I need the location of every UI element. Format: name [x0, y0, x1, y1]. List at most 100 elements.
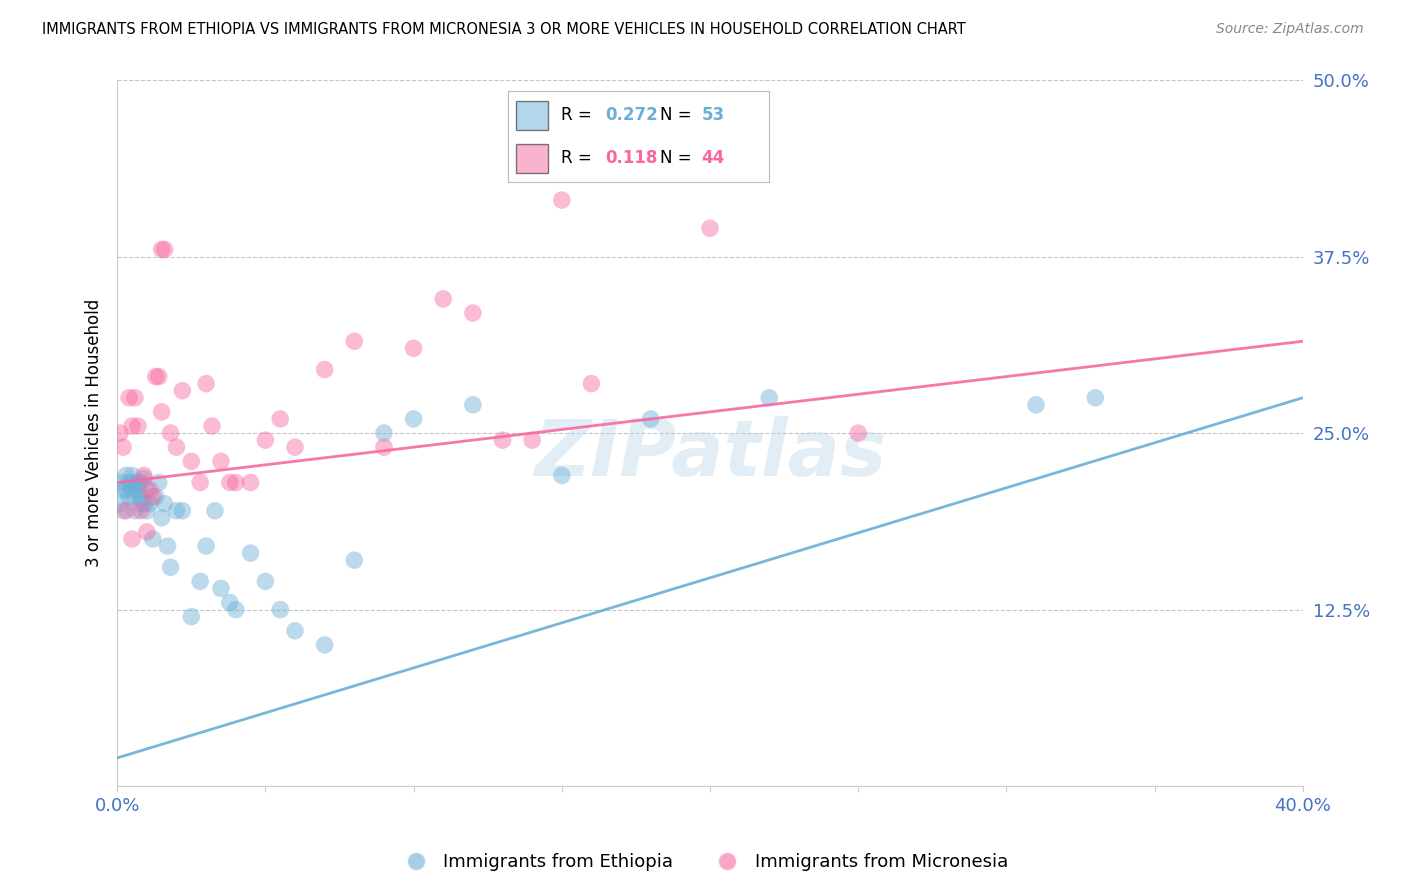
- Point: [150, 510, 173, 524]
- Point: [209, 454, 232, 468]
- Point: [846, 425, 869, 440]
- Point: [551, 468, 574, 483]
- Point: [156, 539, 179, 553]
- Point: [142, 532, 165, 546]
- Point: [153, 497, 176, 511]
- Point: [180, 609, 202, 624]
- Point: [699, 221, 721, 235]
- Point: [121, 419, 143, 434]
- Point: [121, 483, 143, 497]
- Point: [314, 638, 336, 652]
- Point: [148, 369, 170, 384]
- Point: [172, 384, 194, 398]
- Point: [225, 475, 247, 490]
- Point: [254, 433, 277, 447]
- Point: [145, 490, 167, 504]
- Point: [150, 405, 173, 419]
- Point: [402, 341, 425, 355]
- Point: [195, 376, 218, 391]
- Point: [142, 490, 165, 504]
- Point: [129, 497, 152, 511]
- Point: [148, 475, 170, 490]
- Point: [112, 504, 135, 518]
- Point: [373, 425, 395, 440]
- Text: ZIPatlas: ZIPatlas: [534, 417, 886, 492]
- Point: [132, 497, 155, 511]
- Y-axis label: 3 or more Vehicles in Household: 3 or more Vehicles in Household: [86, 299, 103, 567]
- Point: [135, 483, 157, 497]
- Point: [461, 306, 484, 320]
- Point: [139, 497, 162, 511]
- Point: [115, 504, 138, 518]
- Point: [581, 376, 603, 391]
- Point: [239, 546, 262, 560]
- Text: Source: ZipAtlas.com: Source: ZipAtlas.com: [1216, 22, 1364, 37]
- Point: [432, 292, 454, 306]
- Legend: Immigrants from Ethiopia, Immigrants from Micronesia: Immigrants from Ethiopia, Immigrants fro…: [391, 847, 1015, 879]
- Point: [640, 412, 662, 426]
- Text: IMMIGRANTS FROM ETHIOPIA VS IMMIGRANTS FROM MICRONESIA 3 OR MORE VEHICLES IN HOU: IMMIGRANTS FROM ETHIOPIA VS IMMIGRANTS F…: [42, 22, 966, 37]
- Point: [159, 560, 181, 574]
- Point: [121, 475, 143, 490]
- Point: [373, 440, 395, 454]
- Point: [1025, 398, 1047, 412]
- Point: [121, 532, 143, 546]
- Point: [218, 475, 240, 490]
- Point: [239, 475, 262, 490]
- Point: [108, 497, 131, 511]
- Point: [343, 553, 366, 567]
- Point: [115, 483, 138, 497]
- Point: [209, 582, 232, 596]
- Point: [121, 468, 143, 483]
- Point: [129, 504, 152, 518]
- Point: [108, 425, 131, 440]
- Point: [284, 440, 307, 454]
- Point: [172, 504, 194, 518]
- Point: [124, 504, 146, 518]
- Point: [124, 490, 146, 504]
- Point: [132, 468, 155, 483]
- Point: [127, 419, 149, 434]
- Point: [188, 475, 211, 490]
- Point: [225, 602, 247, 616]
- Point: [254, 574, 277, 589]
- Point: [188, 574, 211, 589]
- Point: [491, 433, 513, 447]
- Point: [108, 475, 131, 490]
- Point: [758, 391, 780, 405]
- Point: [135, 504, 157, 518]
- Point: [139, 483, 162, 497]
- Point: [343, 334, 366, 349]
- Point: [201, 419, 224, 434]
- Point: [132, 471, 155, 485]
- Point: [204, 504, 226, 518]
- Point: [129, 490, 152, 504]
- Point: [127, 483, 149, 497]
- Point: [314, 362, 336, 376]
- Point: [195, 539, 218, 553]
- Point: [145, 369, 167, 384]
- Point: [269, 412, 291, 426]
- Point: [112, 440, 135, 454]
- Point: [118, 475, 141, 490]
- Point: [166, 504, 188, 518]
- Point: [218, 595, 240, 609]
- Point: [118, 391, 141, 405]
- Point: [520, 433, 543, 447]
- Point: [129, 475, 152, 490]
- Point: [153, 243, 176, 257]
- Point: [112, 483, 135, 497]
- Point: [284, 624, 307, 638]
- Point: [551, 193, 574, 207]
- Point: [124, 391, 146, 405]
- Point: [127, 475, 149, 490]
- Point: [118, 490, 141, 504]
- Point: [402, 412, 425, 426]
- Point: [180, 454, 202, 468]
- Point: [1084, 391, 1107, 405]
- Point: [166, 440, 188, 454]
- Point: [269, 602, 291, 616]
- Point: [135, 524, 157, 539]
- Point: [159, 425, 181, 440]
- Point: [150, 243, 173, 257]
